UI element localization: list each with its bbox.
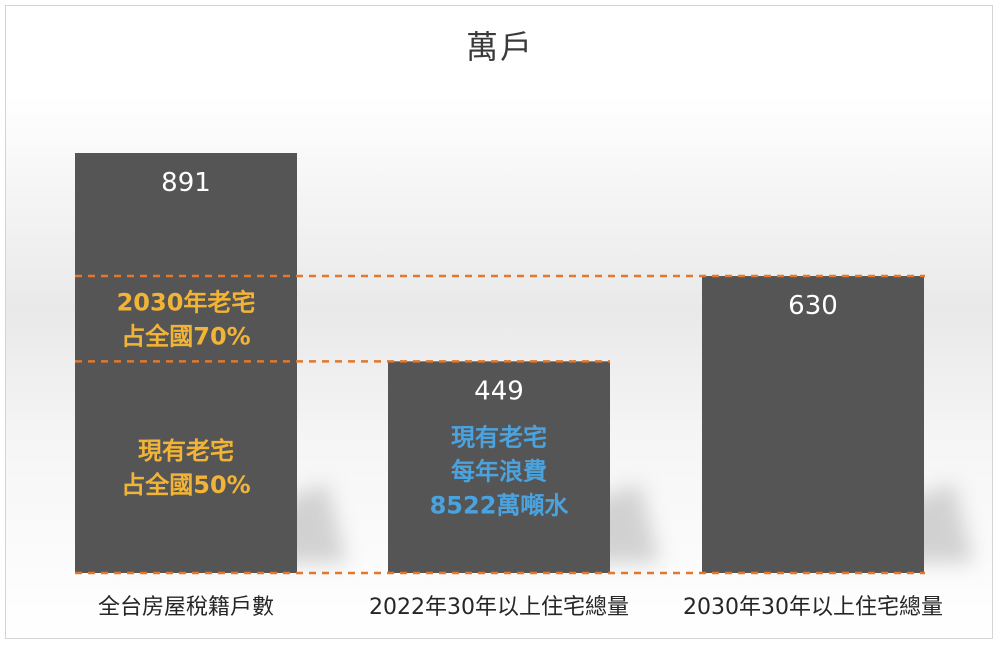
annotation-line: 占全國50% [121,471,250,499]
annotation-line: 占全國70% [121,323,250,351]
bar-annotation: 現有老宅占全國50% [121,437,250,499]
bar-0 [75,153,297,573]
bar-value-label: 891 [161,168,211,198]
annotation-line: 現有老宅 [451,423,547,451]
bar-annotation: 2030年老宅占全國70% [117,289,256,351]
annotation-line: 現有老宅 [138,437,234,465]
bar-annotation: 現有老宅每年浪費 8522萬噸水 [430,423,570,519]
annotation-line: 8522萬噸水 [430,491,570,519]
x-tick-label: 2022年30年以上住宅總量 [369,595,629,620]
bar-value-label: 630 [788,291,838,321]
annotation-line: 2030年老宅 [117,289,256,317]
chart-title: 萬戶 [465,28,534,66]
annotation-line: 每年浪費 [451,457,547,485]
bar-value-label: 449 [474,376,524,406]
x-tick-label: 2030年30年以上住宅總量 [683,595,943,620]
bar-2 [702,276,924,573]
bar-1 [388,361,610,573]
x-tick-label: 全台房屋稅籍戶數 [98,595,274,620]
